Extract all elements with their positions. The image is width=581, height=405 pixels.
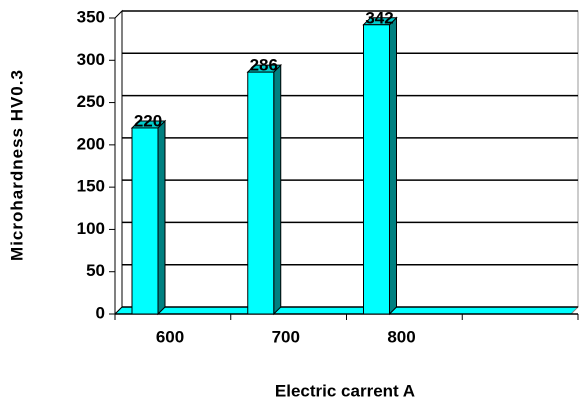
y-tick-label: 200	[77, 134, 105, 153]
y-tick-label: 0	[96, 303, 105, 322]
x-tick-label: 600	[156, 327, 184, 346]
floor	[113, 306, 580, 315]
back-wall	[121, 10, 579, 308]
data-label: 220	[134, 111, 162, 130]
x-tick-label: 800	[387, 327, 415, 346]
x-axis-label: Electric carrent A	[275, 381, 415, 400]
y-tick-label: 300	[77, 50, 105, 69]
bar	[247, 71, 275, 315]
y-axis-label: Microhardness HV0.3	[7, 69, 26, 261]
bar	[363, 24, 390, 315]
y-tick-label: 250	[77, 92, 105, 111]
bar-side	[389, 16, 397, 316]
bar-side	[273, 63, 282, 316]
bar-side	[157, 119, 166, 316]
x-tick-label: 700	[272, 327, 300, 346]
bar-group	[362, 16, 398, 316]
data-label: 342	[365, 8, 393, 27]
bar	[131, 127, 159, 315]
y-tick-label: 100	[77, 219, 105, 238]
side-wall	[114, 9, 123, 316]
y-tick-label: 150	[77, 177, 105, 196]
y-tick-label: 50	[86, 261, 105, 280]
data-label: 286	[250, 56, 278, 75]
y-tick-label: 350	[77, 7, 105, 26]
bar-group	[130, 119, 167, 316]
bar-group	[246, 63, 282, 316]
